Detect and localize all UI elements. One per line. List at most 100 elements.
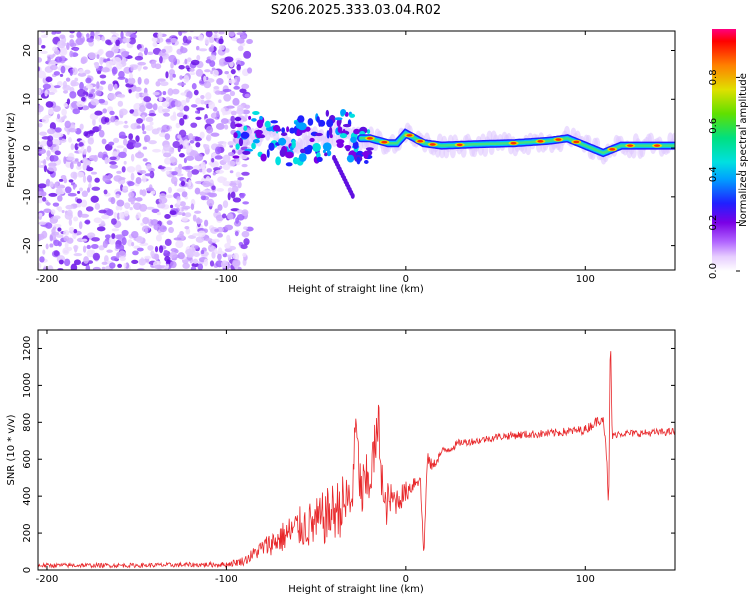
noise-blob (111, 151, 119, 157)
noise-blob (222, 181, 232, 187)
noise-blob (108, 141, 115, 146)
noise-blob (174, 166, 180, 173)
noise-blob (61, 108, 67, 116)
noise-blob (139, 47, 145, 52)
noise-blob (120, 31, 124, 39)
noise-blob (206, 134, 212, 142)
noise-blob (187, 36, 193, 41)
noise-blob (124, 210, 129, 217)
transition-blob (279, 148, 286, 158)
ridge-hotspot-core (510, 141, 517, 145)
transition-blob (234, 116, 242, 122)
noise-blob (181, 191, 188, 198)
noise-blob (187, 57, 192, 63)
noise-blob (232, 258, 241, 267)
noise-blob (53, 141, 61, 145)
transition-blob (307, 118, 314, 126)
noise-blob (152, 103, 158, 111)
noise-blob (229, 170, 234, 174)
noise-blob (40, 191, 47, 197)
noise-blob (116, 93, 126, 98)
noise-blob (226, 254, 234, 258)
transition-blob (298, 153, 307, 162)
noise-blob (111, 46, 119, 54)
noise-blob (208, 101, 215, 110)
transition-blob (251, 118, 257, 122)
noise-blob (58, 178, 64, 182)
noise-blob (169, 72, 174, 81)
noise-blob (47, 265, 54, 270)
noise-blob (188, 179, 192, 187)
noise-blob (176, 173, 184, 177)
noise-blob (215, 214, 224, 222)
spectrogram-y-label: Frequency (Hz) (6, 112, 17, 188)
noise-blob (71, 67, 78, 76)
noise-blob (115, 39, 120, 47)
noise-blob (132, 142, 142, 148)
noise-blob (49, 243, 54, 248)
noise-blob (177, 134, 182, 139)
noise-blob (134, 86, 142, 92)
noise-blob (208, 36, 215, 43)
noise-blob (241, 171, 250, 176)
noise-blob (85, 264, 91, 270)
noise-blob (124, 78, 129, 84)
noise-blob (48, 192, 58, 197)
noise-blob (141, 189, 147, 197)
noise-blob (175, 122, 181, 129)
noise-blob (179, 144, 183, 150)
noise-blob (123, 262, 127, 268)
noise-blob (139, 203, 148, 212)
noise-blob (109, 110, 115, 116)
noise-blob (151, 208, 160, 213)
p2-x-tick-label: -100 (215, 574, 238, 585)
noise-blob (73, 252, 83, 257)
noise-blob (127, 31, 131, 34)
noise-blob (94, 202, 101, 210)
noise-blob (88, 52, 96, 60)
noise-blob (105, 39, 112, 45)
noise-blob (228, 79, 236, 84)
ridge-hotspot-core (654, 144, 661, 147)
transition-blob (325, 109, 330, 117)
noise-blob (183, 105, 190, 112)
noise-blob (192, 165, 202, 171)
noise-blob (244, 93, 250, 98)
noise-blob (92, 126, 101, 133)
noise-blob (38, 183, 47, 189)
noise-blob (101, 214, 110, 220)
noise-blob (58, 259, 64, 265)
ridge-hotspot-core (429, 143, 436, 146)
noise-blob (241, 230, 250, 238)
noise-blob (142, 66, 148, 70)
noise-blob (236, 75, 241, 83)
noise-blob (147, 245, 154, 251)
noise-blob (172, 140, 181, 149)
noise-blob (198, 48, 208, 52)
noise-blob (189, 139, 195, 144)
noise-blob (110, 197, 116, 205)
noise-blob (116, 145, 125, 149)
p1-y-tick-label: 0 (22, 145, 33, 151)
noise-blob (56, 113, 61, 120)
noise-blob (228, 31, 235, 37)
spectrogram-frame (37, 30, 676, 271)
p2-y-tick-label: 1200 (22, 336, 33, 361)
noise-blob (49, 122, 57, 131)
noise-blob (194, 210, 202, 214)
noise-blob (143, 47, 148, 56)
noise-blob (108, 237, 116, 245)
noise-blob (177, 82, 186, 86)
noise-blob (132, 111, 139, 117)
noise-blob (148, 140, 157, 145)
noise-blob (235, 171, 241, 178)
noise-blob (52, 202, 60, 207)
noise-blob (60, 65, 66, 74)
noise-blob (189, 251, 194, 258)
noise-blob (196, 45, 200, 51)
noise-blob (39, 256, 45, 263)
noise-blob (69, 91, 77, 99)
noise-blob (237, 104, 244, 112)
transition-blob (291, 139, 296, 149)
noise-blob (224, 242, 231, 249)
